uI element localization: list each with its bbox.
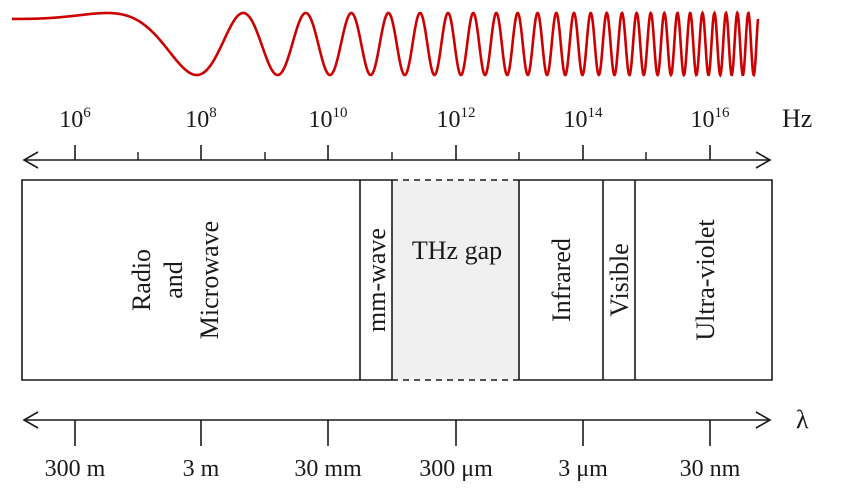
frequency-tick-label: 1014	[564, 105, 604, 133]
wavelength-tick-labels: 300 m 3 m 30 mm 300 μm 3 μm 30 nm	[45, 456, 741, 482]
wavelength-tick-label: 30 nm	[680, 456, 741, 482]
band-label-infrared: Infrared	[547, 238, 576, 322]
increasing-frequency-wave	[12, 10, 760, 78]
band-label-radio: Radio	[127, 249, 156, 311]
wavelength-tick-label: 3 m	[183, 456, 220, 482]
band-label-mm-wave: mm-wave	[362, 228, 391, 332]
wavelength-tick-label: 300 μm	[419, 456, 493, 482]
band-label-ultra-violet: Ultra-violet	[691, 219, 720, 341]
wavelength-tick-label: 300 m	[45, 456, 106, 482]
wavelength-axis-right-arrow	[755, 411, 772, 429]
band-label-microwave: Microwave	[195, 221, 224, 339]
wavelength-tick-label: 30 mm	[294, 456, 362, 482]
frequency-tick-labels: 106 108 1010 1012 1014 1016	[59, 105, 730, 133]
frequency-unit-label: Hz	[782, 104, 812, 133]
frequency-tick-label: 1016	[691, 105, 731, 133]
frequency-axis-right-arrow	[755, 151, 772, 169]
frequency-axis: 106 108 1010 1012 1014 1016 Hz	[22, 104, 812, 169]
wavelength-ticks	[74, 420, 711, 446]
wavelength-axis-left-arrow	[22, 411, 39, 429]
wavelength-axis: 300 m 3 m 30 mm 300 μm 3 μm 30 nm λ	[22, 405, 809, 482]
wavelength-tick-label: 3 μm	[558, 456, 608, 482]
right-bands-border	[519, 179, 773, 381]
spectrum-bands: Radio and Microwave mm-wave THz gap Infr…	[21, 179, 773, 381]
frequency-tick-label: 106	[59, 105, 91, 133]
band-label-visible: Visible	[605, 243, 634, 317]
frequency-axis-left-arrow	[22, 151, 39, 169]
wavelength-unit-label: λ	[796, 405, 809, 434]
band-label-and: and	[159, 261, 188, 299]
band-label-thz-gap: THz gap	[412, 236, 502, 265]
frequency-major-ticks	[74, 145, 711, 160]
thz-gap-shading	[392, 180, 519, 380]
left-bands-border	[21, 179, 392, 381]
frequency-tick-label: 1010	[309, 105, 348, 133]
frequency-tick-label: 1012	[437, 105, 476, 133]
frequency-tick-label: 108	[185, 105, 217, 133]
frequency-minor-ticks	[137, 152, 647, 160]
